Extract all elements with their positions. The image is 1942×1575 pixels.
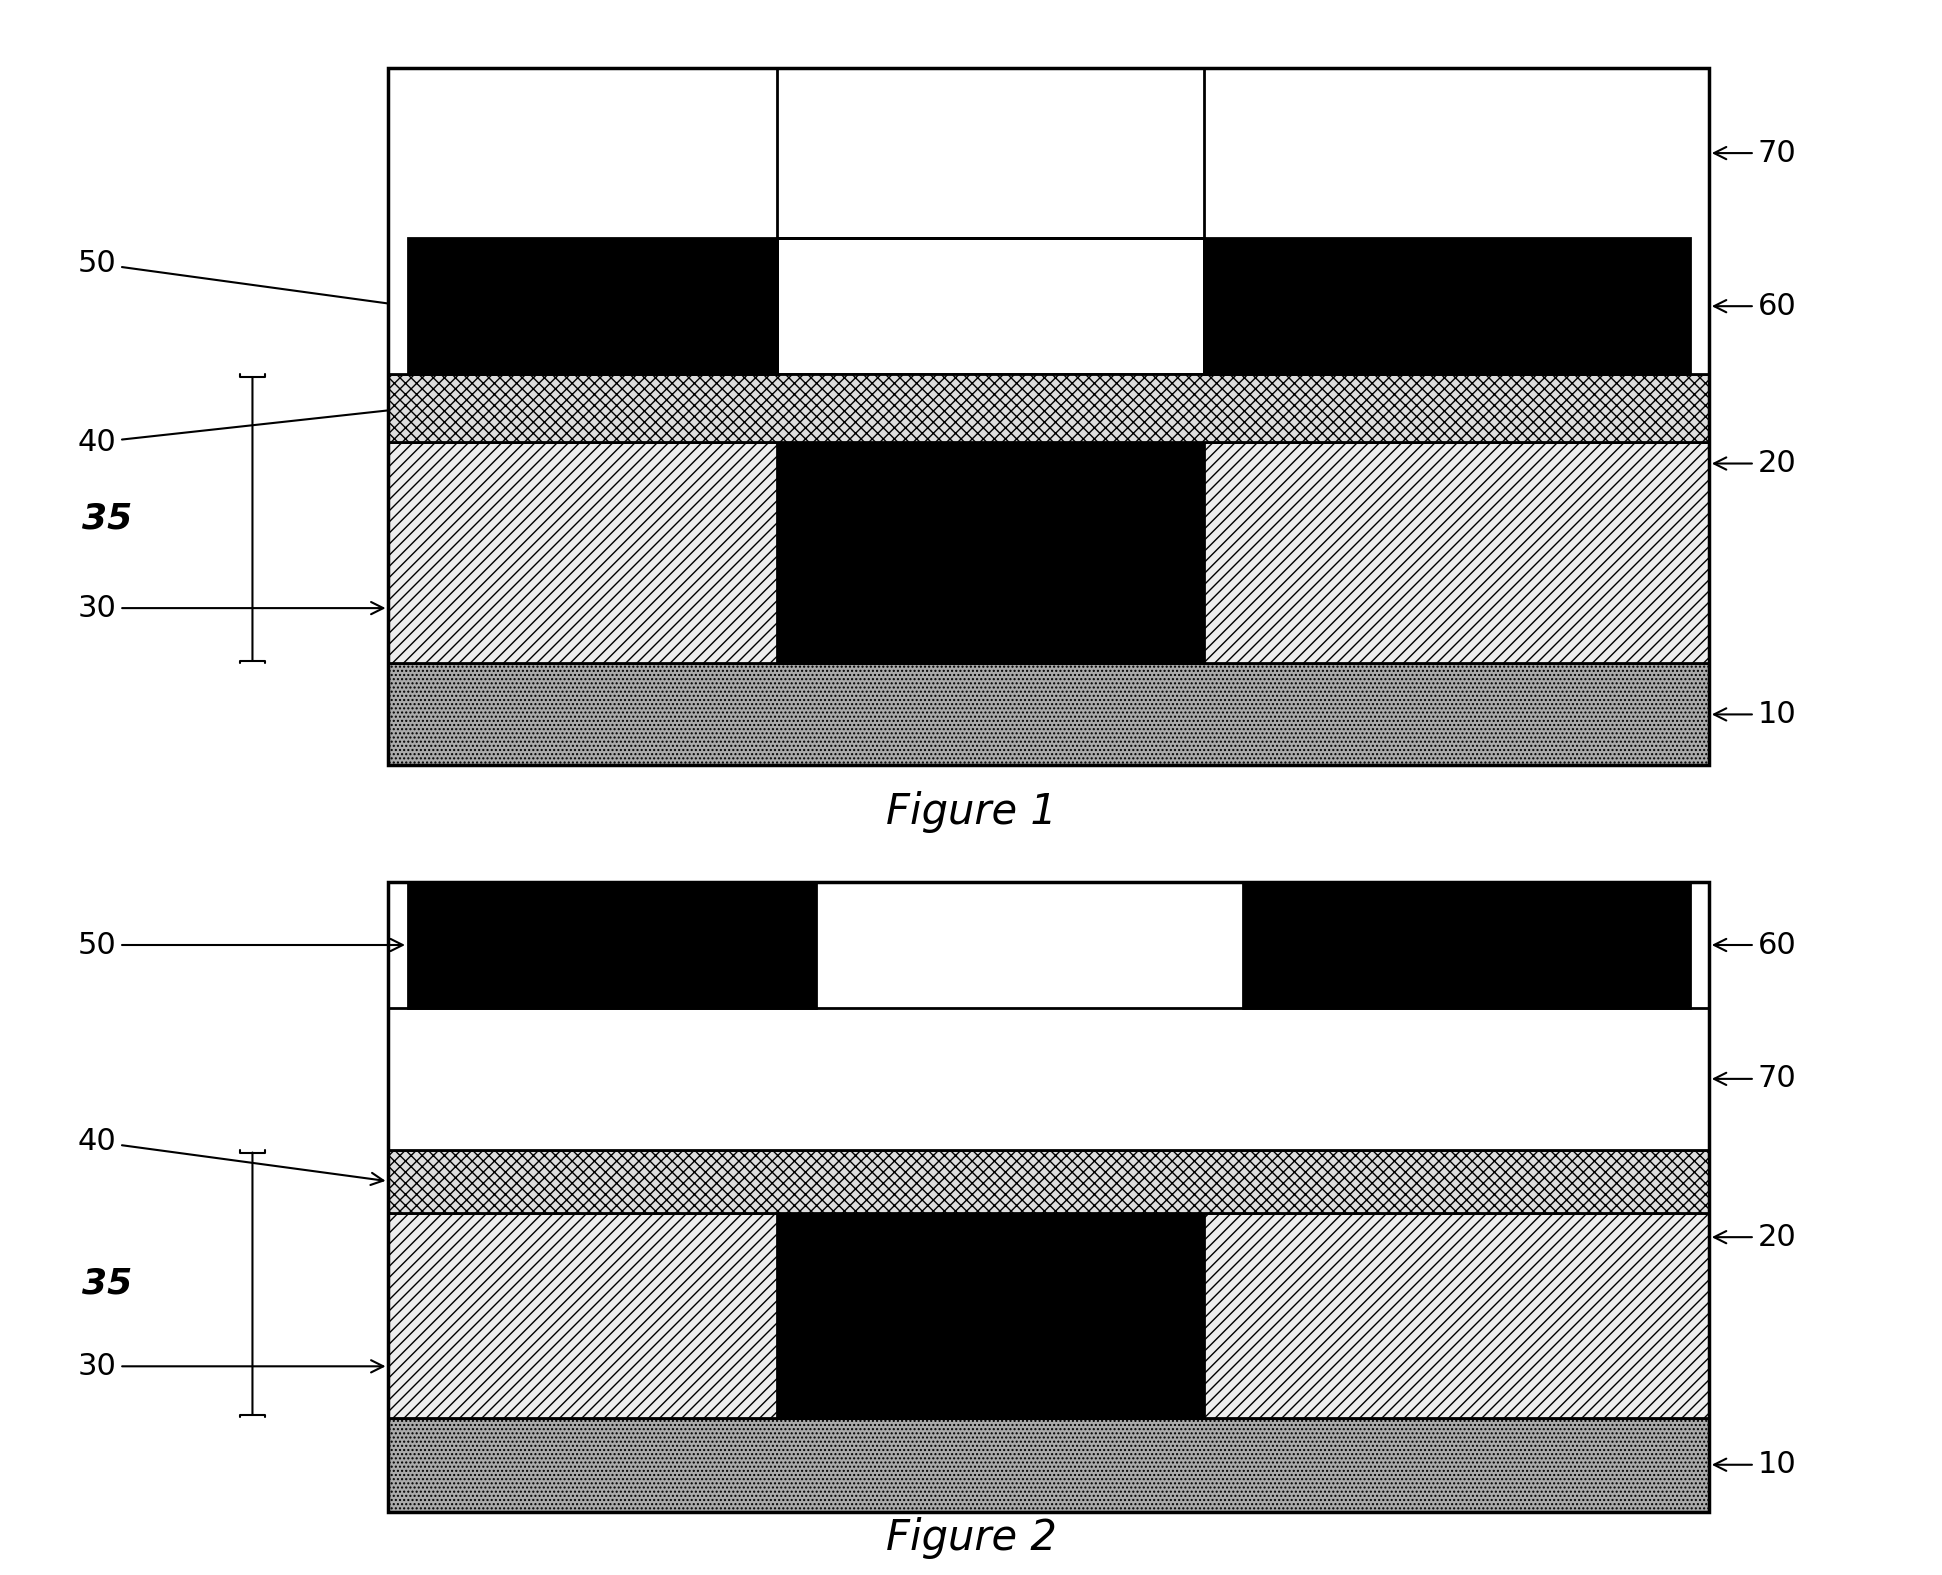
Bar — [388, 1150, 1709, 1213]
Text: 60: 60 — [1715, 931, 1796, 959]
Bar — [388, 375, 1709, 443]
Text: Figure 2: Figure 2 — [886, 1517, 1056, 1559]
Bar — [388, 68, 1709, 765]
Text: 30: 30 — [78, 594, 383, 622]
Bar — [408, 882, 816, 1008]
Text: 70: 70 — [1715, 139, 1796, 167]
Text: 60: 60 — [1715, 291, 1796, 321]
Text: 35: 35 — [82, 502, 132, 536]
Text: 10: 10 — [1715, 1451, 1796, 1479]
Bar — [388, 1418, 1709, 1512]
Text: 40: 40 — [78, 405, 402, 457]
Bar — [1204, 238, 1690, 375]
Bar — [388, 882, 1709, 1512]
Bar — [388, 375, 1709, 443]
Text: 50: 50 — [78, 249, 402, 310]
Bar — [388, 443, 1709, 663]
Text: 20: 20 — [1715, 449, 1796, 479]
Text: Figure 1: Figure 1 — [886, 792, 1056, 833]
Text: 35: 35 — [82, 1266, 132, 1301]
Bar — [408, 238, 777, 375]
Bar — [1243, 882, 1690, 1008]
Bar — [408, 238, 777, 375]
Bar — [777, 1213, 1204, 1418]
Bar — [1204, 238, 1690, 375]
Text: 10: 10 — [1715, 699, 1796, 729]
Text: 30: 30 — [78, 1351, 383, 1381]
Polygon shape — [388, 68, 1709, 375]
Text: 20: 20 — [1715, 1222, 1796, 1252]
Bar — [777, 443, 1204, 663]
Text: 40: 40 — [78, 1128, 383, 1184]
Bar — [388, 1008, 1709, 1150]
Bar — [388, 1213, 1709, 1418]
Bar — [388, 663, 1709, 765]
Text: 70: 70 — [1715, 1065, 1796, 1093]
Text: 50: 50 — [78, 931, 402, 959]
